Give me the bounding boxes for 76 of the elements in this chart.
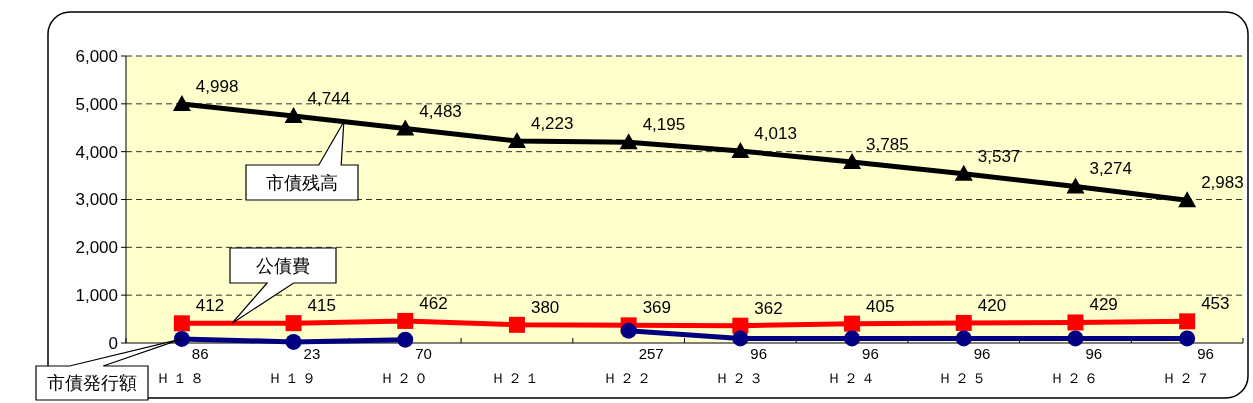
- x-tick-label: Ｈ２７: [1161, 370, 1213, 386]
- x-tick-label: Ｈ２０: [379, 370, 431, 386]
- x-tick-label: Ｈ１９: [268, 370, 320, 386]
- data-label: 4,744: [307, 89, 351, 109]
- point: [731, 142, 750, 159]
- data-label: 369: [642, 298, 672, 318]
- y-tick-label: 0: [108, 333, 118, 353]
- point: [732, 330, 749, 347]
- point: [955, 330, 972, 347]
- x-tick-label: Ｈ２６: [1049, 370, 1101, 386]
- data-label: 420: [977, 295, 1007, 315]
- x-tick-label: Ｈ２５: [938, 370, 990, 386]
- data-label: 453: [1201, 294, 1230, 314]
- point: [844, 315, 861, 332]
- point: [1179, 313, 1196, 330]
- data-label: 70: [415, 345, 432, 362]
- data-label: 96: [862, 345, 879, 362]
- data-label: 3,274: [1089, 159, 1132, 179]
- data-label: 4,483: [419, 101, 462, 121]
- y-tick-label: 5,000: [75, 94, 118, 114]
- data-label: 4,223: [530, 114, 574, 133]
- data-label: 362: [754, 298, 783, 318]
- point: [1178, 191, 1197, 208]
- point: [285, 315, 302, 332]
- data-label: 257: [638, 345, 664, 362]
- data-label: 412: [195, 296, 225, 316]
- point: [397, 312, 414, 329]
- point: [173, 315, 190, 332]
- data-label: 380: [530, 297, 560, 317]
- point: [172, 94, 191, 111]
- point: [1179, 330, 1196, 347]
- data-label: 3,537: [977, 146, 1021, 166]
- x-tick-label: Ｈ２１: [491, 370, 543, 386]
- y-tick-label: 2,000: [75, 238, 118, 258]
- data-label: 3,785: [866, 134, 909, 154]
- point: [1067, 330, 1084, 347]
- y-tick-label: 6,000: [75, 46, 118, 66]
- point: [173, 330, 190, 347]
- x-tick-label: Ｈ２２: [603, 370, 655, 386]
- point: [508, 316, 525, 333]
- data-label: 23: [303, 345, 321, 362]
- y-tick-label: 1,000: [75, 286, 118, 306]
- data-label: 4,195: [642, 115, 686, 135]
- y-tick-label: 3,000: [75, 190, 118, 210]
- point: [955, 314, 972, 331]
- text: 市債残高: [266, 172, 338, 193]
- x-tick-label: Ｈ１８: [156, 370, 208, 386]
- point: [285, 333, 302, 350]
- point: [843, 152, 862, 169]
- point: [397, 331, 414, 348]
- data-label: 96: [1197, 345, 1214, 362]
- point: [284, 107, 303, 124]
- point: [1066, 177, 1085, 194]
- data-label: 2,983: [1201, 173, 1244, 193]
- point: [619, 133, 638, 150]
- point: [954, 164, 973, 181]
- point: [844, 330, 861, 347]
- point: [620, 322, 637, 339]
- text: 公債費: [256, 255, 310, 276]
- text: 市債発行額: [47, 373, 137, 394]
- data-label: 96: [973, 345, 991, 362]
- data-label: 86: [191, 345, 209, 362]
- point: [507, 132, 526, 148]
- point: [396, 119, 415, 136]
- x-tick-label: Ｈ２４: [826, 370, 878, 386]
- data-label: 415: [307, 296, 336, 316]
- data-label: 405: [866, 296, 895, 316]
- y-tick-label: 4,000: [75, 142, 118, 162]
- data-label: 96: [750, 345, 768, 362]
- data-label: 4,998: [195, 76, 239, 96]
- data-label: 96: [1085, 345, 1103, 362]
- data-label: 4,013: [754, 124, 797, 144]
- x-tick-label: Ｈ２３: [714, 370, 766, 386]
- data-label: 429: [1089, 295, 1118, 315]
- point: [1067, 314, 1084, 331]
- data-label: 462: [419, 293, 448, 313]
